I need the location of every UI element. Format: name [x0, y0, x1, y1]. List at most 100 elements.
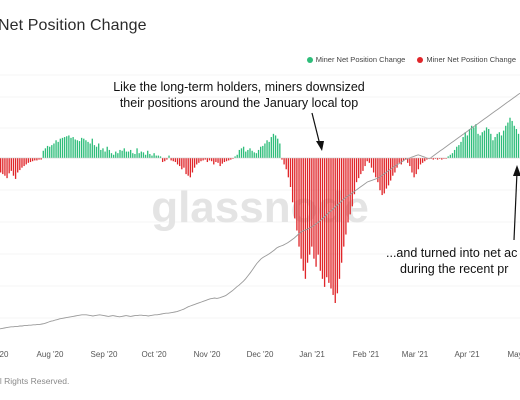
bar-negative — [417, 158, 420, 170]
bar-positive — [85, 140, 87, 158]
bar-negative — [21, 158, 23, 168]
bar-negative — [283, 158, 285, 165]
legend-item-negative[interactable]: Miner Net Position Change — [417, 55, 516, 64]
bar-positive — [470, 125, 473, 158]
bar-negative — [40, 158, 42, 160]
bar-positive — [153, 153, 155, 158]
bar-positive — [134, 153, 136, 158]
bar-negative — [311, 158, 313, 247]
bar-positive — [242, 146, 245, 158]
bar-negative — [358, 158, 360, 179]
bar-negative — [17, 158, 19, 173]
bar-negative — [402, 158, 405, 162]
bar-positive — [236, 154, 238, 158]
bar-positive — [70, 137, 72, 158]
bar-positive — [274, 135, 277, 158]
bar-positive — [451, 153, 454, 158]
bar-negative — [349, 158, 351, 215]
bar-positive — [80, 137, 83, 158]
bar-negative — [10, 158, 12, 171]
bar-positive — [108, 149, 111, 158]
annotation-1-line-2: their positions around the January local… — [119, 96, 359, 110]
bar-negative — [383, 158, 385, 194]
bar-negative — [208, 158, 211, 161]
bar-positive — [479, 135, 481, 158]
bar-positive — [502, 130, 505, 158]
bar-positive — [511, 120, 513, 158]
bar-negative — [441, 158, 443, 160]
bar-positive — [168, 155, 170, 158]
bar-positive — [249, 148, 251, 158]
page-title: Net Position Change — [0, 17, 147, 34]
bar-positive — [500, 135, 503, 158]
bar-negative — [36, 158, 38, 161]
bar-negative — [19, 158, 21, 171]
bar-series — [0, 117, 520, 303]
bar-positive — [155, 155, 157, 158]
bar-positive — [130, 149, 132, 158]
bar-positive — [458, 145, 460, 158]
bar-positive — [473, 127, 475, 158]
bar-positive — [260, 146, 262, 158]
bar-positive — [507, 122, 509, 158]
bar-negative — [215, 158, 217, 163]
bar-positive — [234, 156, 236, 158]
bar-negative — [313, 158, 315, 259]
bar-negative — [206, 158, 209, 163]
bar-positive — [240, 148, 243, 158]
bar-negative — [372, 158, 375, 173]
bar-negative — [198, 158, 200, 163]
bar-negative — [377, 158, 379, 183]
watermark: glassnode — [151, 183, 369, 232]
bar-positive — [272, 133, 275, 158]
bar-positive — [61, 137, 64, 158]
bar-positive — [279, 143, 281, 158]
x-axis-ticks: 20 Aug '20 Sep '20 Oct '20 Nov '20 Dec '20 Jan… — [0, 350, 520, 359]
bar-negative — [225, 158, 228, 162]
annotation-1-line-1: Like the long-term holders, miners downs… — [113, 80, 365, 94]
bar-positive — [91, 138, 93, 158]
bar-negative — [419, 158, 422, 165]
bar-negative — [174, 158, 177, 163]
bar-negative — [336, 158, 339, 294]
bar-positive — [53, 143, 55, 158]
bar-negative — [407, 158, 409, 163]
bar-negative — [366, 158, 368, 162]
bar-negative — [298, 158, 300, 247]
bar-negative — [364, 158, 366, 167]
bar-negative — [4, 158, 6, 176]
bar-negative — [381, 158, 383, 196]
x-tick-label: Aug '20 — [37, 350, 64, 359]
legend-item-positive[interactable]: Miner Net Position Change — [306, 55, 405, 64]
bar-negative — [230, 158, 232, 160]
bar-negative — [179, 158, 181, 167]
bar-negative — [210, 158, 213, 162]
bar-negative — [281, 158, 283, 160]
bar-negative — [326, 158, 328, 278]
bar-positive — [245, 151, 247, 158]
bar-negative — [430, 158, 432, 159]
bar-negative — [196, 158, 198, 165]
bar-positive — [462, 137, 464, 158]
bar-negative — [232, 158, 234, 159]
annotation-2: ...and turned into net ac during the rec… — [386, 245, 517, 277]
x-tick-label: Jan '21 — [299, 350, 325, 359]
bar-negative — [426, 158, 428, 160]
bar-negative — [330, 158, 332, 289]
x-tick-label: Oct '20 — [141, 350, 167, 359]
bar-negative — [328, 158, 330, 283]
bar-negative — [287, 158, 290, 178]
bar-positive — [466, 135, 469, 158]
bar-negative — [302, 158, 304, 271]
bar-negative — [161, 158, 164, 163]
bar-positive — [447, 156, 449, 158]
bar-negative — [315, 158, 317, 267]
bar-positive — [266, 140, 268, 158]
bar-positive — [157, 155, 160, 158]
bar-positive — [492, 140, 494, 158]
bar-positive — [87, 141, 89, 158]
bar-positive — [485, 127, 488, 158]
legend-dot-red — [417, 56, 424, 63]
bar-negative — [345, 158, 347, 235]
bar-negative — [172, 158, 174, 162]
